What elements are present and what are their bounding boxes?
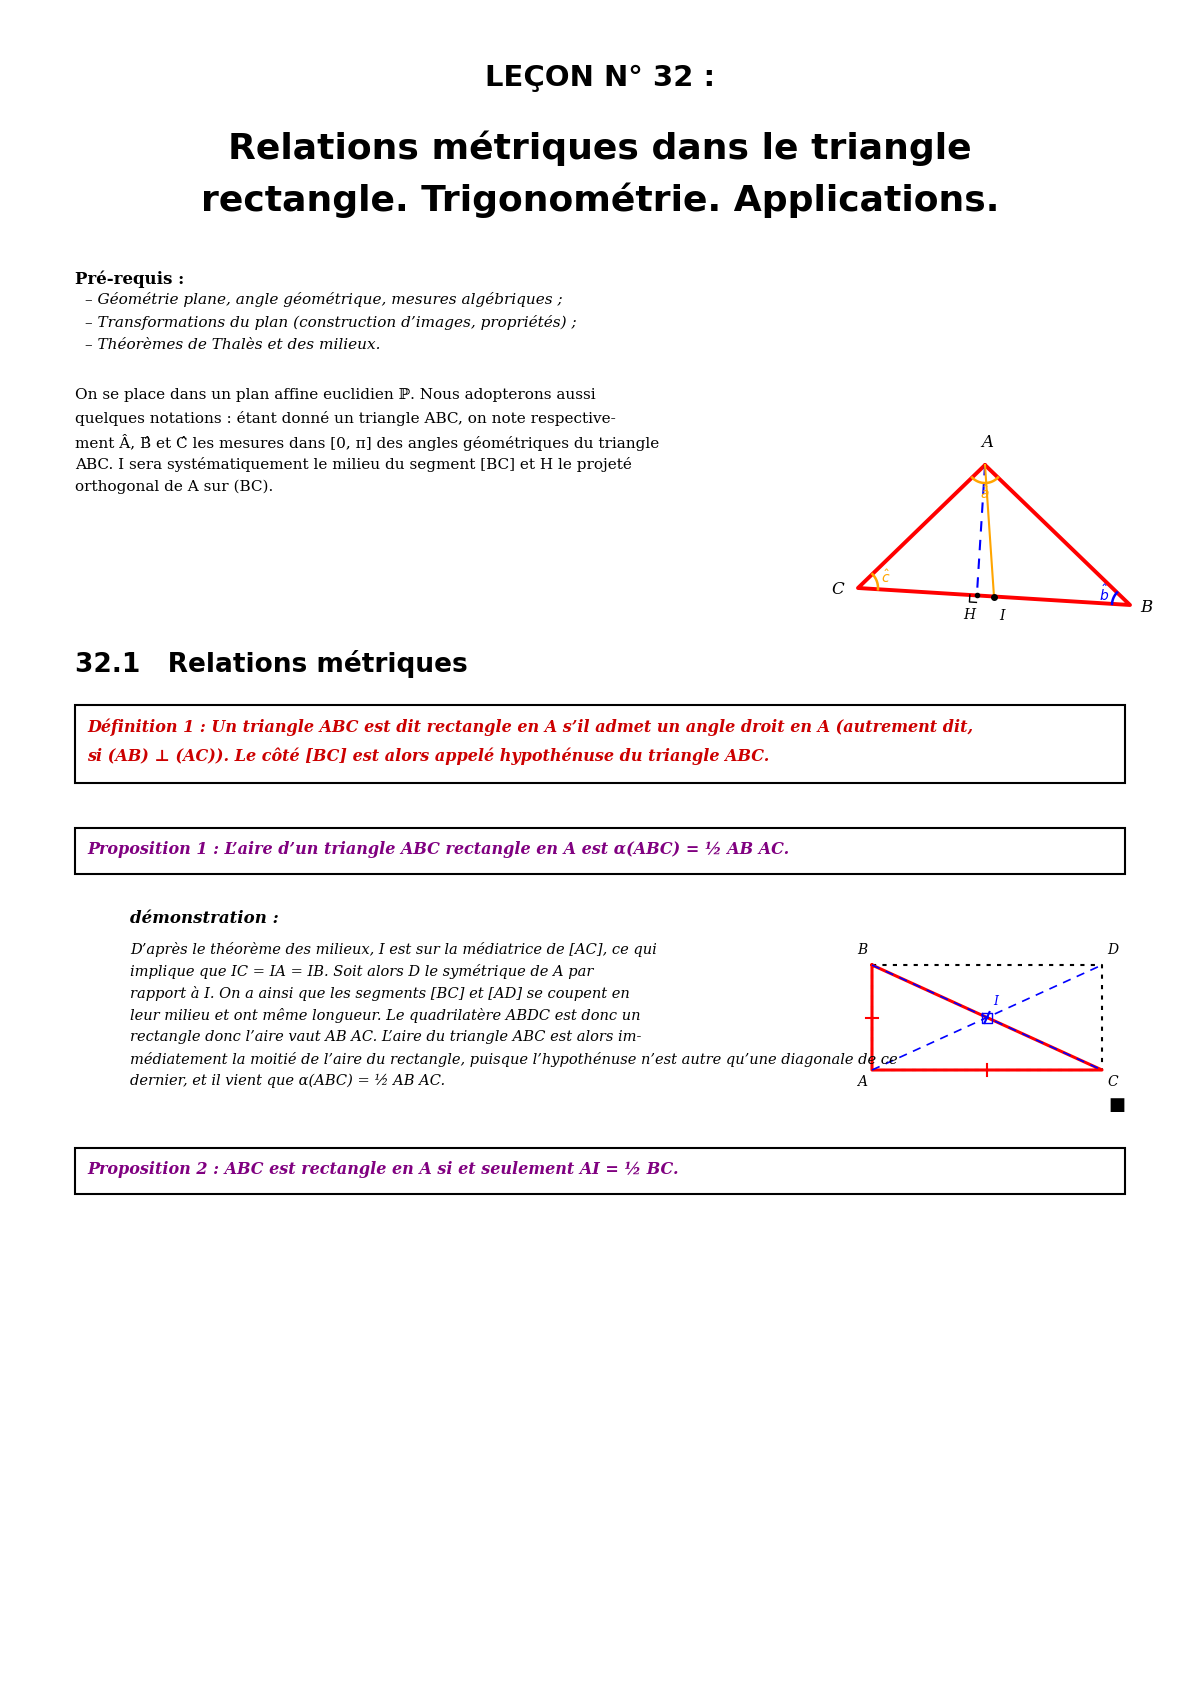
Text: C: C <box>1108 1075 1117 1088</box>
Text: Proposition 2 : ABC est rectangle en A si et seulement AI = ½ BC.: Proposition 2 : ABC est rectangle en A s… <box>88 1161 679 1178</box>
Text: dernier, et il vient que α(ABC) = ½ AB AC.: dernier, et il vient que α(ABC) = ½ AB A… <box>130 1075 445 1088</box>
Text: démonstration :: démonstration : <box>130 910 278 927</box>
Text: si (AB) ⊥ (AC)). Le côté [BC] est alors appelé hypothénuse du triangle ABC.: si (AB) ⊥ (AC)). Le côté [BC] est alors … <box>88 747 769 764</box>
Text: médiatement la moitié de l’aire du rectangle, puisque l’hypothénuse n’est autre : médiatement la moitié de l’aire du recta… <box>130 1053 898 1066</box>
Bar <box>74 1148 1126 1194</box>
Text: rectangle. Trigonométrie. Applications.: rectangle. Trigonométrie. Applications. <box>200 182 1000 217</box>
Text: On se place dans un plan affine euclidien ℙ. Nous adopterons aussi: On se place dans un plan affine euclidie… <box>74 389 595 402</box>
Text: $\hat{a}$: $\hat{a}$ <box>980 484 990 501</box>
Text: C: C <box>832 581 844 598</box>
Text: ■: ■ <box>1108 1095 1126 1114</box>
Text: – Géométrie plane, angle géométrique, mesures algébriques ;: – Géométrie plane, angle géométrique, me… <box>85 292 563 307</box>
Text: – Transformations du plan (construction d’images, propriétés) ;: – Transformations du plan (construction … <box>85 316 577 329</box>
Text: D’après le théorème des milieux, I est sur la médiatrice de [AC], ce qui: D’après le théorème des milieux, I est s… <box>130 942 656 958</box>
Text: rectangle donc l’aire vaut AB AC. L’aire du triangle ABC est alors im-: rectangle donc l’aire vaut AB AC. L’aire… <box>130 1031 642 1044</box>
Text: Pré-requis :: Pré-requis : <box>74 270 185 287</box>
Text: $\hat{c}$: $\hat{c}$ <box>882 569 890 586</box>
Text: implique que IC = IA = IB. Soit alors D le symétrique de A par: implique que IC = IA = IB. Soit alors D … <box>130 964 593 980</box>
Text: I: I <box>1000 608 1004 623</box>
Text: B: B <box>857 942 866 958</box>
Text: A: A <box>982 435 994 452</box>
Text: A: A <box>857 1075 866 1088</box>
Text: H: H <box>962 608 974 623</box>
Bar <box>74 829 1126 874</box>
Text: Proposition 1 : L’aire d’un triangle ABC rectangle en A est α(ABC) = ½ AB AC.: Proposition 1 : L’aire d’un triangle ABC… <box>88 841 790 857</box>
Text: I: I <box>994 995 998 1007</box>
Text: $\hat{b}$: $\hat{b}$ <box>1099 584 1110 604</box>
Text: 32.1   Relations métriques: 32.1 Relations métriques <box>74 650 468 678</box>
Text: leur milieu et ont même longueur. Le quadrilatère ABDC est donc un: leur milieu et ont même longueur. Le qua… <box>130 1009 641 1022</box>
Text: Définition 1 : Un triangle ABC est dit rectangle en A s’il admet un angle droit : Définition 1 : Un triangle ABC est dit r… <box>88 718 973 735</box>
Text: rapport à I. On a ainsi que les segments [BC] et [AD] se coupent en: rapport à I. On a ainsi que les segments… <box>130 987 630 1002</box>
Text: B: B <box>1140 599 1152 616</box>
Text: Relations métriques dans le triangle: Relations métriques dans le triangle <box>228 131 972 166</box>
Text: D: D <box>1108 942 1118 958</box>
Text: ABC. I sera systématiquement le milieu du segment [BC] et H le projeté: ABC. I sera systématiquement le milieu d… <box>74 457 632 472</box>
Text: ment Â, B̂ et Ĉ les mesures dans [0, π] des angles géométriques du triangle: ment Â, B̂ et Ĉ les mesures dans [0, π]… <box>74 435 659 452</box>
Text: orthogonal de A sur (BC).: orthogonal de A sur (BC). <box>74 481 274 494</box>
Text: quelques notations : étant donné un triangle ABC, on note respective-: quelques notations : étant donné un tria… <box>74 411 616 426</box>
Text: LEÇON N° 32 :: LEÇON N° 32 : <box>485 65 715 92</box>
Text: – Théorèmes de Thalès et des milieux.: – Théorèmes de Thalès et des milieux. <box>85 338 380 351</box>
Bar <box>74 705 1126 783</box>
